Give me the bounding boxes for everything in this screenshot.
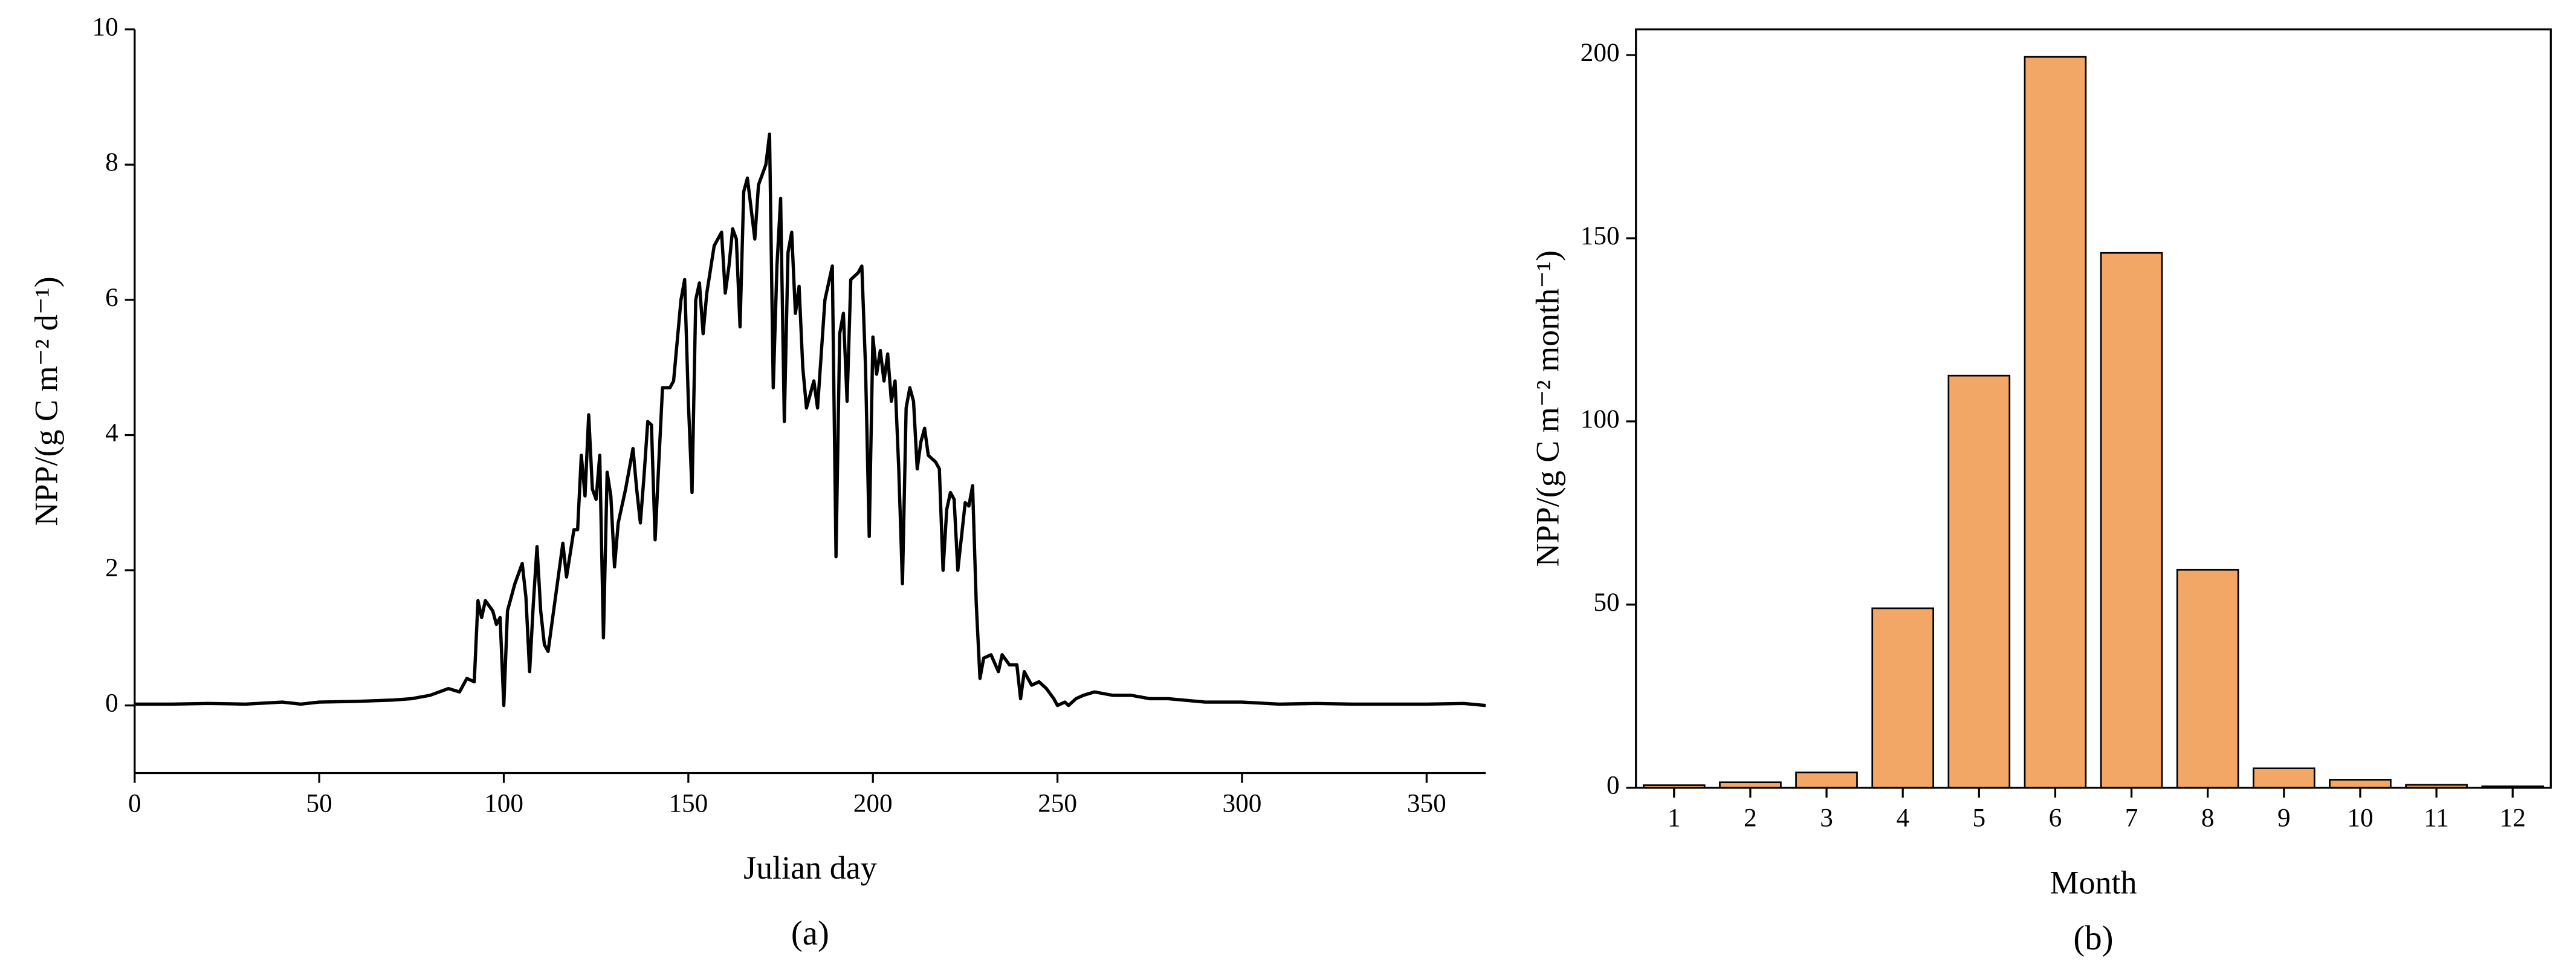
x-tick-label: 200 [853, 789, 893, 818]
x-tick-label: 3 [1820, 804, 1833, 833]
x-tick-label: 150 [668, 789, 708, 818]
y-tick-label: 50 [1593, 588, 1619, 617]
x-tick-label: 12 [2500, 804, 2526, 833]
x-tick-label: 100 [484, 789, 523, 818]
x-tick-label: 50 [306, 789, 332, 818]
bar [2253, 767, 2315, 789]
caption: (a) [791, 914, 829, 952]
bar [2024, 56, 2087, 789]
x-tick-label: 350 [1407, 789, 1446, 818]
x-tick-label: 8 [2201, 804, 2215, 833]
x-tick-label: 2 [1744, 804, 1757, 833]
x-tick-label: 9 [2277, 804, 2291, 833]
caption: (b) [2073, 919, 2113, 957]
x-tick-label: 5 [1972, 804, 1985, 833]
y-tick-label: 6 [105, 283, 118, 312]
x-tick-label: 7 [2125, 804, 2138, 833]
y-tick-label: 8 [105, 148, 118, 177]
bar [1871, 607, 1934, 789]
y-tick-label: 0 [1607, 771, 1620, 800]
y-tick-label: 10 [92, 13, 118, 42]
bar [2176, 568, 2239, 789]
y-tick-label: 150 [1581, 221, 1620, 250]
x-axis-title: Julian day [743, 850, 877, 886]
x-tick-label: 300 [1223, 789, 1262, 818]
x-tick-label: 11 [2424, 804, 2449, 833]
y-tick-label: 2 [105, 553, 118, 582]
npp-line [134, 132, 1486, 707]
y-axis-title: NPP/(g C m⁻² month⁻¹) [1530, 250, 1566, 567]
bar [1947, 374, 2011, 789]
x-tick-label: 4 [1896, 804, 1909, 833]
bar [2329, 779, 2392, 789]
bar [1795, 771, 1858, 789]
x-tick-label: 250 [1038, 789, 1077, 818]
y-tick-label: 0 [105, 689, 118, 718]
y-tick-label: 100 [1581, 405, 1620, 434]
x-tick-label: 0 [128, 789, 141, 818]
x-tick-label: 1 [1668, 804, 1681, 833]
bar [2100, 252, 2163, 789]
y-tick-label: 4 [105, 418, 118, 447]
x-tick-label: 6 [2049, 804, 2062, 833]
y-axis-title: NPP/(g C m⁻² d⁻¹) [28, 276, 65, 525]
y-tick-label: 200 [1581, 38, 1620, 67]
x-axis-title: Month [2050, 864, 2137, 900]
x-tick-label: 10 [2347, 804, 2373, 833]
plot-frame [1635, 28, 2552, 789]
